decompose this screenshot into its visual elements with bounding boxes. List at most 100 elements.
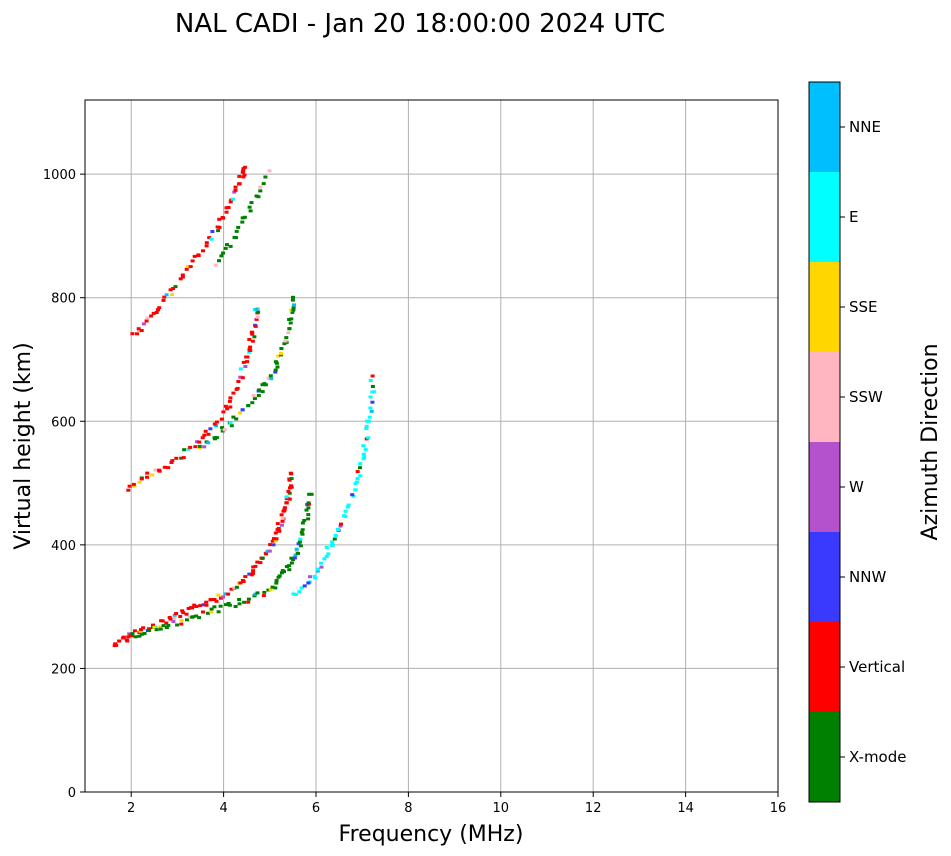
echo-point	[232, 190, 237, 194]
y-tick-label: 600	[51, 415, 76, 430]
echo-point	[273, 531, 278, 535]
echo-point	[276, 527, 281, 530]
echo-point	[290, 310, 295, 314]
echo-point	[249, 201, 254, 205]
echo-point	[219, 596, 223, 600]
echo-point	[217, 225, 222, 229]
echo-point	[277, 574, 282, 578]
echo-point	[284, 565, 289, 568]
echo-point	[361, 444, 366, 448]
echo-point	[179, 619, 184, 623]
echo-point	[153, 468, 158, 472]
echo-point	[306, 581, 311, 585]
echo-point	[162, 465, 167, 469]
echo-point	[229, 587, 234, 591]
echo-point	[298, 544, 303, 548]
echo-point	[181, 456, 186, 460]
echo-point	[232, 586, 237, 590]
echo-point	[322, 557, 327, 561]
echo-point	[250, 332, 255, 336]
y-tick-label: 400	[51, 539, 76, 554]
echo-point	[184, 267, 189, 271]
echo-point	[255, 560, 260, 564]
echo-point	[160, 619, 165, 623]
echo-point	[257, 388, 262, 392]
echo-point	[216, 610, 221, 614]
echo-point	[142, 632, 147, 635]
echo-point	[190, 259, 195, 263]
echo-point	[270, 539, 275, 543]
echo-point	[197, 440, 202, 444]
echo-point	[181, 611, 186, 615]
echo-point	[141, 322, 146, 326]
echo-point	[188, 265, 193, 269]
echo-point	[276, 354, 281, 358]
echo-point	[238, 367, 243, 371]
echo-point	[217, 259, 221, 263]
plot-frame	[84, 99, 779, 793]
echo-point	[194, 614, 199, 618]
echo-point	[252, 335, 257, 339]
echo-point	[240, 220, 245, 224]
echo-point	[228, 396, 233, 400]
echo-point	[248, 209, 253, 213]
x-tick-label: 14	[677, 801, 694, 816]
echo-point	[293, 553, 298, 557]
echo-point	[204, 603, 209, 607]
echo-point	[231, 391, 236, 395]
echo-point	[330, 540, 335, 544]
echo-point	[346, 503, 351, 507]
colorbar-frame	[808, 81, 841, 803]
echo-point	[206, 611, 210, 615]
echo-point	[306, 513, 311, 517]
colorbar-tick-label: SSW	[849, 388, 883, 406]
echo-point	[152, 625, 157, 629]
echo-point	[188, 445, 193, 449]
echo-point	[256, 310, 261, 314]
echo-point	[291, 558, 296, 562]
echo-point	[130, 632, 135, 636]
echo-point	[212, 422, 217, 426]
echo-point	[127, 484, 132, 488]
echo-point	[326, 552, 331, 556]
echo-point	[364, 425, 369, 428]
echo-point	[287, 497, 292, 501]
echo-point	[266, 376, 271, 380]
echo-point	[214, 424, 218, 428]
echo-point	[161, 624, 166, 628]
echo-point	[288, 471, 293, 475]
echo-point	[201, 610, 205, 614]
echo-point	[201, 249, 205, 253]
echo-point	[361, 457, 366, 461]
echo-point	[204, 600, 209, 604]
echo-point	[170, 293, 175, 296]
echo-point	[300, 532, 305, 536]
echo-point	[289, 561, 294, 565]
echo-point	[130, 332, 135, 336]
echo-point	[161, 298, 166, 302]
echo-point	[168, 288, 173, 292]
echo-point	[241, 360, 246, 364]
echo-point	[126, 635, 131, 639]
echo-point	[298, 537, 303, 541]
echo-point	[226, 592, 231, 596]
echo-point	[339, 522, 343, 526]
echo-point	[286, 489, 291, 493]
echo-point	[195, 440, 199, 444]
echo-point	[247, 350, 252, 354]
echo-point	[331, 543, 335, 547]
echo-point	[297, 590, 302, 594]
echo-point	[291, 295, 295, 299]
echo-point	[307, 492, 312, 496]
echo-point	[228, 244, 233, 248]
echo-point	[209, 610, 214, 614]
echo-point	[207, 236, 212, 240]
echo-point	[219, 254, 224, 258]
echo-point	[353, 482, 358, 485]
colorbar-swatch	[809, 172, 840, 262]
echo-point	[182, 448, 187, 452]
echo-point	[233, 605, 238, 608]
echo-point	[178, 277, 183, 281]
colorbar-swatch	[809, 622, 840, 712]
echo-point	[224, 603, 228, 607]
